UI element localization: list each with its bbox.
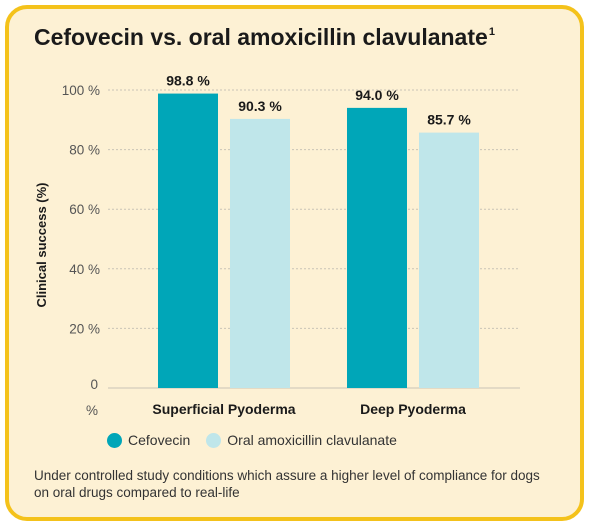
y-tick-label: 80 %	[69, 143, 100, 158]
x-category-label: Superficial Pyoderma	[152, 401, 295, 417]
y-tick-label-unit: %	[86, 403, 98, 418]
title-footnote-marker: 1	[488, 26, 495, 38]
data-label: 85.7 %	[427, 112, 471, 128]
chart-title: Cefovecin vs. oral amoxicillin clavulana…	[34, 24, 495, 51]
data-label: 94.0 %	[355, 87, 399, 103]
bar	[347, 107, 407, 388]
y-tick-label: 60 %	[69, 202, 100, 217]
x-category-label: Deep Pyoderma	[360, 401, 466, 417]
legend-label-cefovecin: Cefovecin	[128, 432, 191, 448]
bar	[419, 132, 479, 388]
data-label: 98.8 %	[166, 73, 210, 89]
y-tick-label: 20 %	[69, 321, 100, 336]
legend-label-amoxicillin: Oral amoxicillin clavulanate	[227, 432, 397, 448]
study-footnote: Under controlled study conditions which …	[34, 468, 540, 500]
legend-swatch-cefovecin	[107, 432, 122, 448]
y-axis-label: Clinical success (%)	[34, 183, 49, 308]
y-tick-label: 40 %	[69, 262, 100, 277]
y-tick-label: 0	[90, 377, 98, 392]
bar	[158, 93, 218, 389]
legend-swatch-amoxicillin	[206, 432, 222, 448]
chart-card	[5, 5, 584, 521]
bar	[230, 118, 290, 388]
legend-item-cefovecin: Cefovecin	[107, 432, 190, 448]
data-label: 90.3 %	[238, 98, 282, 114]
legend-item-amoxicillin: Oral amoxicillin clavulanate	[206, 432, 397, 448]
y-tick-label: 100 %	[62, 83, 100, 98]
title-text: Cefovecin vs. oral amoxicillin clavulana…	[34, 24, 488, 50]
chart-legend: Cefovecin Oral amoxicillin clavulanate	[107, 432, 413, 448]
